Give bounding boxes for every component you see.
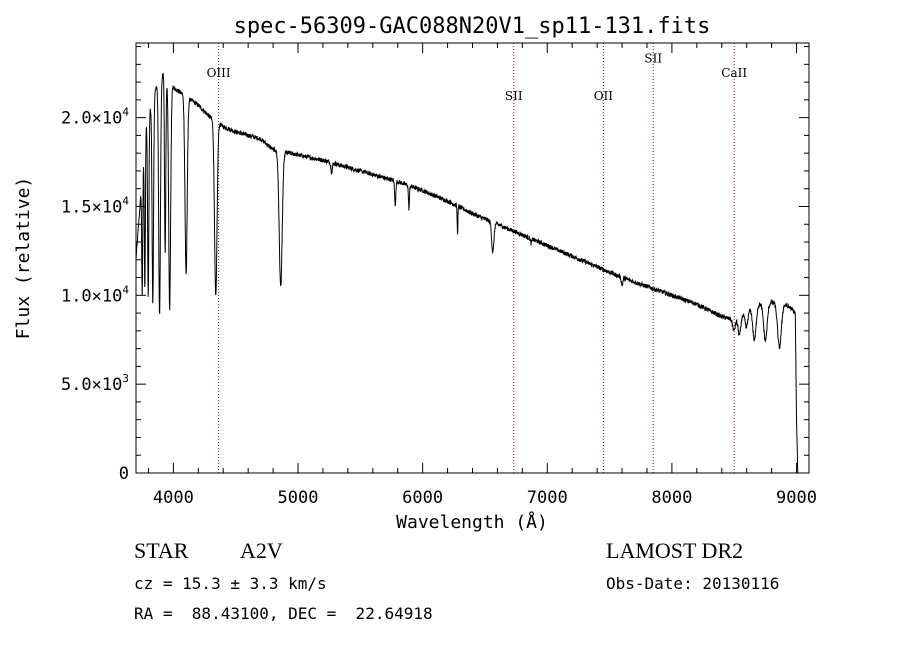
marker-label-sii-1: SII	[505, 89, 523, 103]
survey-name: LAMOST DR2	[606, 538, 744, 563]
spectral-subclass: A2V	[240, 538, 283, 563]
y-tick-label-15000: 1.5×104	[61, 194, 129, 217]
spectrum-line	[135, 73, 799, 474]
x-tick-label-9000: 9000	[776, 488, 817, 508]
marker-label-oii-2: OII	[594, 89, 614, 103]
redshift-text: cz = 15.3 ± 3.3 km/s	[134, 574, 327, 593]
axis-tick-labels: 4000 5000 6000 7000 8000 9000 0 5.0×103 1.0×104 1…	[61, 106, 817, 508]
x-tick-label-4000: 4000	[153, 488, 194, 508]
y-tick-label-20000: 2.0×104	[61, 106, 129, 129]
x-axis-label: Wavelength (Å)	[396, 511, 548, 533]
line-markers: OIII SII OII SII CaII	[207, 43, 747, 473]
coordinates-text: RA = 88.43100, DEC = 22.64918	[134, 604, 433, 623]
plot-frame	[135, 42, 810, 474]
chart-title: spec-56309-GAC088N20V1_sp11-131.fits	[234, 14, 711, 39]
marker-label-oiii-0: OIII	[207, 66, 231, 80]
axis-ticks	[136, 43, 809, 473]
x-tick-label-5000: 5000	[278, 488, 319, 508]
marker-label-caii-4: CaII	[721, 66, 747, 80]
x-tick-label-7000: 7000	[527, 488, 568, 508]
y-tick-label-5000: 5.0×103	[61, 372, 129, 395]
y-axis-label: Flux (relative)	[13, 177, 34, 340]
y-tick-label-0: 0	[119, 464, 129, 484]
obs-date-text: Obs-Date: 20130116	[606, 574, 780, 593]
y-tick-label-10000: 1.0×104	[61, 283, 129, 306]
x-tick-label-8000: 8000	[651, 488, 692, 508]
object-type: STAR	[134, 538, 189, 563]
marker-label-sii-3: SII	[644, 52, 662, 66]
x-tick-label-6000: 6000	[402, 488, 443, 508]
